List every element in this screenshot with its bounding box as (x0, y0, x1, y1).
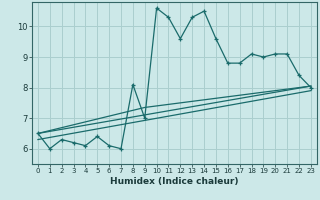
X-axis label: Humidex (Indice chaleur): Humidex (Indice chaleur) (110, 177, 239, 186)
